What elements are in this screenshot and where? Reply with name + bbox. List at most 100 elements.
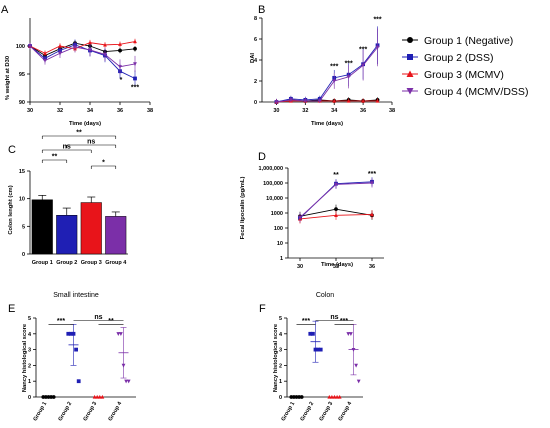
panel-b: B DAI Time (days) <box>250 4 343 127</box>
panel-f-comparison-label: *** <box>340 318 348 325</box>
panel-e-ytick-label: 1 <box>28 379 31 385</box>
triangle-marker-icon <box>406 70 414 77</box>
panel-d-ytick-label: 100,000 <box>263 181 283 187</box>
panel-e-category-label: Group 2 <box>57 401 73 422</box>
panel-e: E Small intestine Nancy histological sco… <box>8 292 99 392</box>
panel-b-series-line <box>276 100 378 103</box>
panel-a-point <box>73 45 77 50</box>
panel-d-point <box>298 215 302 220</box>
panel-e-title: Small intestine <box>53 292 99 299</box>
panel-a-annotation: * <box>120 49 123 56</box>
panel-b-xtick-label: 38 <box>389 108 395 114</box>
panel-b-xtick-label: 30 <box>273 108 279 114</box>
panel-c-ytick-label: 15 <box>19 169 25 175</box>
panel-c: C Colon lenght (cm) <box>8 144 16 235</box>
panel-b-label: B <box>258 4 265 16</box>
legend-label-group-1: Group 1 (Negative) <box>424 35 513 47</box>
panel-b-xtick-label: 34 <box>331 108 338 114</box>
panel-b-point <box>361 63 366 68</box>
panel-d-xlabel: Time (days) <box>321 262 353 268</box>
panel-c-ylabel: Colon lenght (cm) <box>8 185 14 234</box>
panel-f-point <box>318 347 323 352</box>
panel-a-annotation: *** <box>131 85 139 92</box>
panel-a-xtick-label: 36 <box>117 108 123 114</box>
panel-b-ytick-label: 4 <box>254 58 258 64</box>
panel-f-ytick-label: 2 <box>279 363 282 369</box>
legend-entry-group-3: Group 3 (MCMV) <box>402 69 504 81</box>
panel-c-comparison-label: ** <box>76 130 82 137</box>
panel-e-point <box>119 332 123 336</box>
panel-b-ytick-label: 2 <box>254 79 257 85</box>
panel-c-ytick-label: 10 <box>19 197 25 203</box>
legend: Group 1 (Negative) Group 2 (DSS) Group 3… <box>402 35 528 98</box>
panel-b-annotation: *** <box>345 60 353 67</box>
panel-e-category-label: Group 3 <box>82 401 98 422</box>
panel-d-point <box>370 181 374 186</box>
panel-f-point <box>327 394 332 399</box>
panel-b-xlabel: Time (days) <box>311 121 343 127</box>
panel-a: A % weight at D30 Time (days) <box>1 4 101 127</box>
panel-c-category-label: Group 1 <box>32 260 53 266</box>
panel-a-ytick-label: 90 <box>19 100 25 106</box>
panel-e-comparison-label: ** <box>108 318 114 325</box>
panel-f-category-label: Group 2 <box>299 401 315 422</box>
panel-f-point <box>346 332 351 336</box>
panel-e-ylabel: Nancy histological score <box>22 323 28 392</box>
panel-c-bar <box>31 199 53 255</box>
panel-e-point <box>66 331 71 336</box>
panel-f-ytick-label: 4 <box>279 332 283 338</box>
panel-a-point <box>58 43 62 48</box>
panel-b-xtick-label: 36 <box>360 108 366 114</box>
panel-f-category-label: Group 3 <box>318 401 334 422</box>
panel-e-ytick-label: 0 <box>28 395 31 401</box>
panel-b-point <box>346 98 351 103</box>
panel-d-label: D <box>258 151 266 163</box>
panel-b-ytick-label: 6 <box>254 37 257 43</box>
panel-b-point <box>303 99 308 104</box>
panel-f-title: Colon <box>316 292 334 299</box>
panel-f-point <box>308 331 313 336</box>
panel-e-point <box>41 395 46 399</box>
panel-e-point <box>116 332 121 336</box>
panel-e-ytick-label: 5 <box>28 316 31 322</box>
panel-f-point <box>316 347 320 352</box>
panel-b-point <box>375 98 380 103</box>
panel-f-ytick-label: 1 <box>279 379 282 385</box>
panel-a-xtick-label: 34 <box>87 108 94 114</box>
panel-c-ytick-label: 5 <box>22 224 25 230</box>
panel-f-point <box>356 379 361 384</box>
panel-f-point <box>354 363 358 368</box>
panel-a-series-line <box>29 41 136 54</box>
panel-a-xtick-label: 30 <box>27 108 33 114</box>
panel-d-ytick-label: 1000 <box>271 211 283 217</box>
panel-d-xtick-label: 33 <box>333 264 339 270</box>
panel-a-series-line <box>29 44 136 79</box>
panel-a-xtick-label: 32 <box>57 108 63 114</box>
panel-d-ytick-label: 100 <box>274 226 283 232</box>
panel-e-point <box>126 379 131 384</box>
panel-e-point <box>76 379 81 384</box>
panel-d-ytick-label: 1,000,000 <box>259 166 283 172</box>
panel-a-point <box>43 58 47 63</box>
legend-label-group-3: Group 3 (MCMV) <box>424 69 504 81</box>
panel-a-series-line <box>29 45 136 68</box>
panel-a-point <box>28 44 32 49</box>
panel-e-point <box>124 379 128 384</box>
panel-c-label: C <box>8 144 16 156</box>
panel-b-point <box>361 98 366 103</box>
panel-c-category-label: Group 4 <box>105 260 127 266</box>
panel-c-category-label: Group 2 <box>56 260 77 266</box>
panel-a-point <box>103 52 107 57</box>
panel-a-point <box>118 65 122 69</box>
panel-f-label: F <box>259 303 266 315</box>
circle-marker-icon <box>407 37 413 43</box>
panel-f-category-label: Group 4 <box>337 400 353 422</box>
legend-label-group-4: Group 4 (MCMV/DSS) <box>424 86 528 98</box>
panel-e-comparison-label: *** <box>57 318 65 325</box>
panel-c-comparison-label: ns <box>87 139 95 146</box>
panel-a-point <box>133 62 137 67</box>
panel-a-xlabel: Time (days) <box>69 121 101 127</box>
square-marker-icon <box>407 54 413 60</box>
panel-b-series-line <box>276 45 378 103</box>
